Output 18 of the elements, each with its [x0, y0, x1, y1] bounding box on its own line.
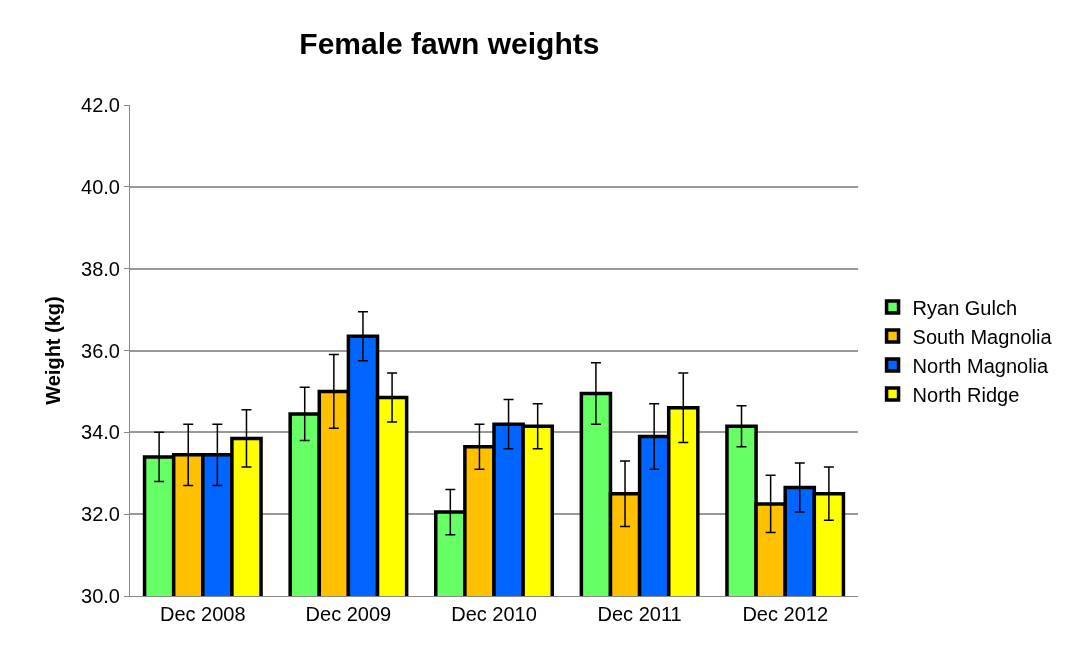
- x-tick-label: Dec 2009: [305, 603, 392, 625]
- chart-title: Female fawn weights: [299, 26, 600, 60]
- y-tick-label: 42.0: [81, 94, 120, 116]
- legend-label: North Magnolia: [912, 354, 1050, 377]
- x-tick-label: Dec 2008: [159, 603, 246, 625]
- y-tick-label: 36.0: [81, 339, 120, 362]
- y-tick-label: 38.0: [81, 257, 120, 280]
- legend-label: Ryan Gulch: [912, 296, 1018, 319]
- y-axis-title: Weight (kg): [41, 296, 64, 405]
- x-tick-label: Dec 2012: [742, 603, 829, 625]
- y-tick-label: 30.0: [81, 585, 120, 607]
- legend-label: North Ridge: [912, 383, 1020, 406]
- x-tick-label: Dec 2011: [597, 603, 682, 625]
- x-tick-label: Dec 2010: [451, 603, 537, 625]
- y-tick-label: 34.0: [81, 421, 120, 444]
- y-tick-label: 40.0: [81, 175, 120, 198]
- y-tick-label: 32.0: [81, 503, 120, 526]
- legend-label: South Magnolia: [912, 325, 1053, 348]
